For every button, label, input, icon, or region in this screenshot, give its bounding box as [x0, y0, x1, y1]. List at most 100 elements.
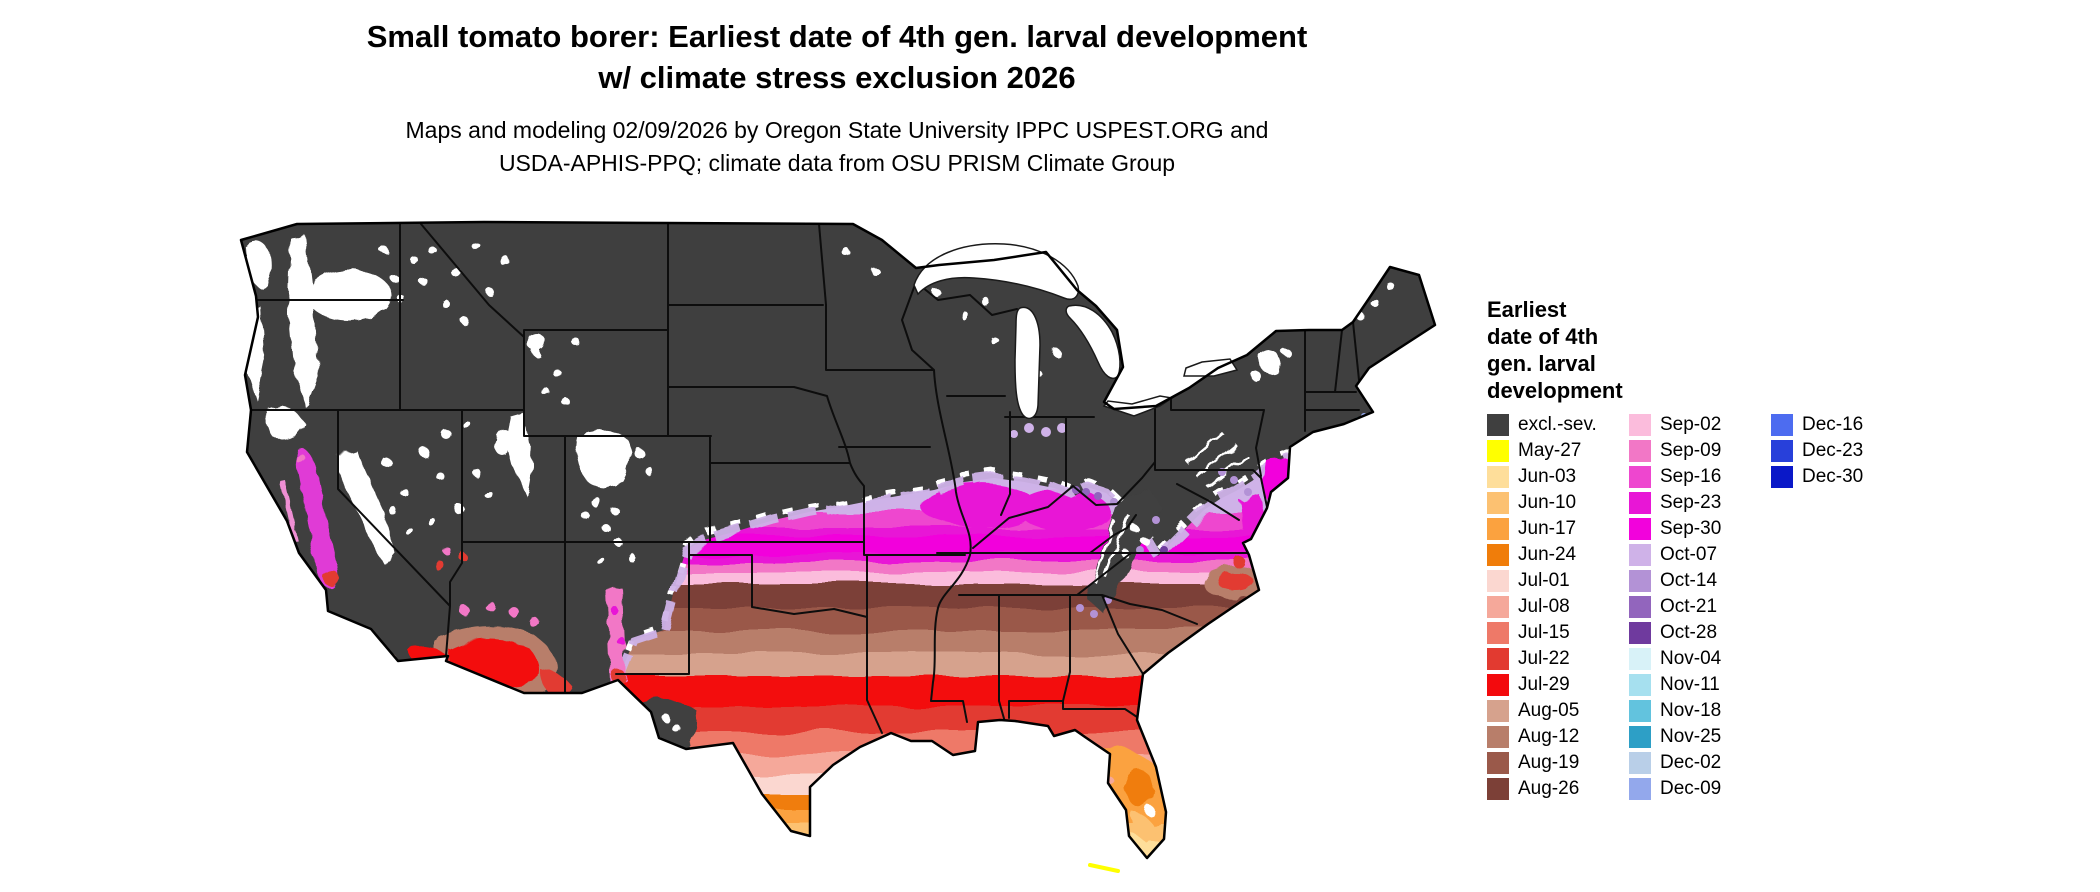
- legend-item: Jul-01: [1487, 570, 1627, 592]
- legend-item-label: Dec-23: [1802, 440, 1864, 461]
- legend-swatch: [1771, 466, 1793, 488]
- legend-item: Jul-29: [1487, 674, 1627, 696]
- legend-swatch: [1487, 700, 1509, 722]
- page-subtitle-line2: USDA-APHIS-PPQ; climate data from OSU PR…: [498, 150, 1176, 176]
- legend-swatch: [1487, 726, 1509, 748]
- legend-swatch: [1629, 544, 1651, 566]
- legend-item-label: Oct-14: [1660, 570, 1718, 591]
- legend-item-label: Aug-05: [1518, 700, 1580, 721]
- legend-swatch: [1487, 752, 1509, 774]
- legend-column-3: Dec-16 Dec-23 Dec-30: [1771, 414, 1911, 492]
- legend-item-label: excl.-sev.: [1518, 414, 1597, 435]
- legend-swatch: [1487, 414, 1509, 436]
- lake-erie: [1102, 395, 1174, 417]
- page-subtitle-line1: Maps and modeling 02/09/2026 by Oregon S…: [405, 117, 1269, 143]
- legend-item: Jun-03: [1487, 466, 1627, 488]
- legend-item-label: Jun-24: [1518, 544, 1577, 565]
- legend-item: Oct-21: [1629, 596, 1769, 618]
- legend-swatch: [1629, 570, 1651, 592]
- legend-item: Nov-25: [1629, 726, 1769, 748]
- legend-swatch: [1487, 440, 1509, 462]
- legend-item: Oct-07: [1629, 544, 1769, 566]
- legend-swatch: [1629, 466, 1651, 488]
- legend-item: Jul-15: [1487, 622, 1627, 644]
- legend-swatch: [1629, 752, 1651, 774]
- legend-item-label: Dec-09: [1660, 778, 1722, 799]
- rio-grande-valley: [606, 588, 698, 752]
- legend-swatch: [1629, 518, 1651, 540]
- legend-item: Dec-09: [1629, 778, 1769, 800]
- legend-item: Nov-18: [1629, 700, 1769, 722]
- legend-item: Dec-16: [1771, 414, 1911, 436]
- legend-item: Jul-08: [1487, 596, 1627, 618]
- legend-swatch: [1629, 648, 1651, 670]
- legend-item: Nov-11: [1629, 674, 1769, 696]
- legend-item: Dec-30: [1771, 466, 1911, 488]
- legend-item-label: Dec-30: [1802, 466, 1864, 487]
- legend-item: Sep-16: [1629, 466, 1769, 488]
- legend-item-label: Jun-17: [1518, 518, 1577, 539]
- lake-huron: [1065, 304, 1121, 380]
- legend-item-label: Oct-07: [1660, 544, 1718, 565]
- florida-keys: [1088, 863, 1120, 873]
- legend-swatch: [1629, 440, 1651, 462]
- legend-item: Aug-19: [1487, 752, 1627, 774]
- legend-item-label: Jul-22: [1518, 648, 1570, 669]
- legend-item-label: Sep-23: [1660, 492, 1722, 513]
- legend-swatch: [1771, 414, 1793, 436]
- legend-swatch: [1629, 778, 1651, 800]
- legend-swatch: [1629, 674, 1651, 696]
- legend-swatch: [1629, 622, 1651, 644]
- legend-item-label: Sep-30: [1660, 518, 1722, 539]
- legend-item-label: Aug-19: [1518, 752, 1580, 773]
- legend-item-label: Jul-01: [1518, 570, 1570, 591]
- legend-item: Aug-05: [1487, 700, 1627, 722]
- legend-item: Sep-02: [1629, 414, 1769, 436]
- us-outline: [239, 220, 1437, 860]
- legend-item-label: Sep-09: [1660, 440, 1722, 461]
- page-title-line1: Small tomato borer: Earliest date of 4th…: [366, 19, 1308, 54]
- legend-item: Nov-04: [1629, 648, 1769, 670]
- october-fringe: [613, 450, 1294, 682]
- page-title: Small tomato borer: Earliest date of 4th…: [234, 16, 1440, 98]
- legend-item: Jun-10: [1487, 492, 1627, 514]
- legend-item: Sep-23: [1629, 492, 1769, 514]
- legend-swatch: [1487, 778, 1509, 800]
- legend-item-label: Sep-02: [1660, 414, 1722, 435]
- legend-swatch: [1487, 544, 1509, 566]
- legend-item-label: Jul-15: [1518, 622, 1570, 643]
- legend-item-label: Jul-08: [1518, 596, 1570, 617]
- legend-item: Oct-28: [1629, 622, 1769, 644]
- lake-superior: [913, 243, 1080, 300]
- legend-swatch: [1487, 622, 1509, 644]
- legend-item-label: Nov-25: [1660, 726, 1722, 747]
- legend-swatch: [1487, 648, 1509, 670]
- lake-michigan: [1014, 306, 1041, 420]
- legend-item: May-27: [1487, 440, 1627, 462]
- legend-item-label: Dec-02: [1660, 752, 1722, 773]
- legend-item: Jun-17: [1487, 518, 1627, 540]
- legend-swatch: [1629, 414, 1651, 436]
- legend-swatch: [1487, 570, 1509, 592]
- legend-item: Oct-14: [1629, 570, 1769, 592]
- legend-item-label: Nov-04: [1660, 648, 1722, 669]
- legend-column-1: excl.-sev. May-27 Jun-03 Jun-10 Jun-17 Jun-24…: [1487, 414, 1627, 804]
- legend-swatch: [1487, 492, 1509, 514]
- lake-ontario: [1183, 358, 1239, 377]
- legend-item-label: Jun-10: [1518, 492, 1577, 513]
- legend-column-2: Sep-02 Sep-09 Sep-16 Sep-23 Sep-30 Oct-07 Oct-…: [1629, 414, 1769, 804]
- legend-item: Dec-02: [1629, 752, 1769, 774]
- page-title-line2: w/ climate stress exclusion 2026: [598, 60, 1076, 95]
- legend-item-label: Jul-29: [1518, 674, 1570, 695]
- legend-item-label: Sep-16: [1660, 466, 1722, 487]
- legend-swatch: [1629, 726, 1651, 748]
- legend-item: Dec-23: [1771, 440, 1911, 462]
- legend-item-label: Oct-21: [1660, 596, 1718, 617]
- great-lakes: [913, 243, 1239, 420]
- legend-item: Jun-24: [1487, 544, 1627, 566]
- legend-item: Sep-09: [1629, 440, 1769, 462]
- legend-swatch: [1487, 674, 1509, 696]
- legend-swatch: [1629, 492, 1651, 514]
- legend-swatch: [1629, 700, 1651, 722]
